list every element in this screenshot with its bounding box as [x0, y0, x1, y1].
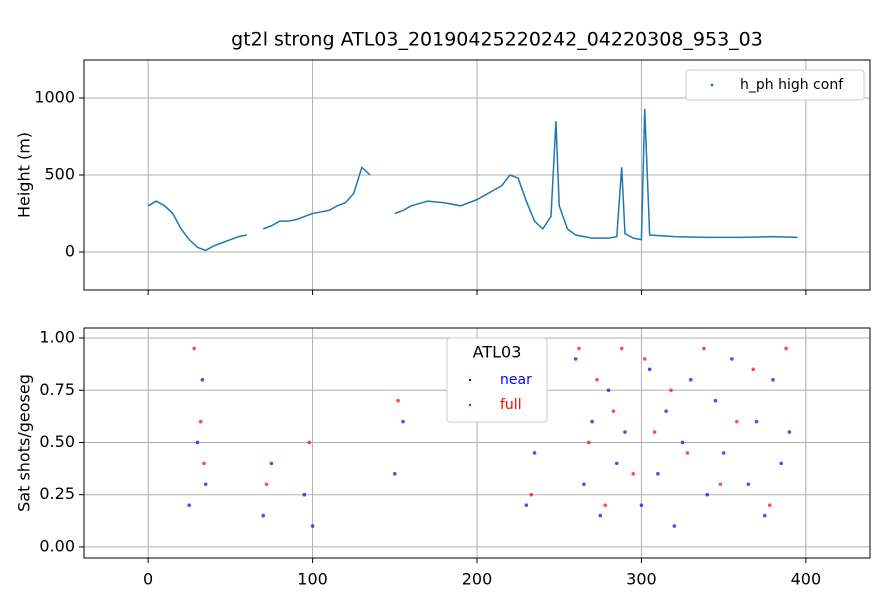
- point: [751, 367, 756, 372]
- point: [598, 513, 603, 518]
- y-axis-label: Height (m): [15, 132, 34, 218]
- legend-marker: [468, 403, 472, 407]
- point: [269, 461, 274, 466]
- legend-label: full: [500, 397, 522, 413]
- point: [202, 461, 206, 466]
- point: [735, 419, 739, 424]
- y-tick-label: 0.25: [39, 484, 75, 503]
- point: [302, 492, 307, 497]
- point: [721, 451, 726, 455]
- point: [582, 482, 586, 487]
- legend-box: [446, 337, 548, 423]
- point: [784, 346, 788, 351]
- point: [787, 430, 792, 434]
- point: [611, 409, 616, 413]
- axes-frame: [83, 327, 871, 559]
- point: [198, 419, 203, 424]
- point: [685, 451, 690, 455]
- y-tick-label: 0: [65, 241, 75, 260]
- point: [524, 503, 529, 507]
- point: [401, 419, 405, 424]
- legend: ATL03 near full: [446, 337, 548, 423]
- point: [187, 503, 192, 507]
- point: [603, 503, 608, 507]
- x-tick-label: 300: [626, 570, 657, 589]
- point: [680, 440, 685, 445]
- point: [203, 482, 208, 487]
- y-tick-label: 0.50: [39, 432, 75, 451]
- point: [396, 398, 400, 403]
- y-tick-label: 0.75: [39, 380, 75, 399]
- legend-marker: [468, 378, 472, 382]
- legend-box: [685, 69, 865, 101]
- point: [264, 482, 269, 487]
- point: [730, 357, 734, 361]
- point: [718, 482, 723, 487]
- point: [639, 503, 644, 507]
- point: [767, 503, 772, 507]
- point: [754, 419, 759, 424]
- point: [590, 419, 594, 424]
- point: [200, 378, 205, 382]
- point: [623, 430, 627, 434]
- point: [532, 451, 537, 455]
- point: [746, 482, 751, 487]
- point: [647, 367, 652, 372]
- point: [664, 409, 668, 413]
- point: [573, 357, 578, 361]
- x-tick-label: 400: [791, 570, 822, 589]
- point: [656, 472, 660, 476]
- point: [529, 492, 534, 497]
- point: [310, 524, 315, 528]
- x-tick-label: 0: [143, 570, 153, 589]
- legend-label: h_ph high conf: [740, 77, 844, 93]
- point: [587, 440, 591, 445]
- point: [705, 492, 710, 497]
- y-tick-label: 0.00: [39, 536, 75, 555]
- point: [642, 357, 647, 361]
- y-tick-label: 500: [44, 165, 75, 184]
- point: [606, 388, 611, 393]
- point: [762, 513, 767, 518]
- point: [631, 472, 636, 476]
- point: [702, 346, 706, 351]
- legend: h_ph high conf: [685, 69, 865, 101]
- x-tick-label: 100: [297, 570, 328, 589]
- axes-frame: [83, 59, 871, 291]
- point: [771, 378, 775, 382]
- height-line: [147, 108, 798, 252]
- point: [261, 513, 266, 518]
- point: [619, 346, 624, 351]
- y-tick-label: 1.00: [39, 328, 75, 347]
- y-tick-label: 1000: [34, 88, 75, 107]
- point: [652, 430, 657, 434]
- point: [779, 461, 784, 466]
- point: [307, 440, 312, 445]
- legend-title: ATL03: [473, 343, 522, 362]
- point: [713, 398, 718, 403]
- y-axis-label: Sat shots/geoseg: [15, 374, 34, 512]
- x-tick-label: 200: [462, 570, 493, 589]
- point: [614, 461, 619, 466]
- chart-title: gt2l strong ATL03_20190425220242_0422030…: [231, 29, 763, 51]
- point: [192, 346, 196, 351]
- legend-marker: [710, 83, 714, 87]
- point: [669, 388, 673, 393]
- point: [577, 346, 581, 351]
- point: [195, 440, 200, 445]
- legend-label: near: [500, 372, 532, 388]
- point: [595, 378, 599, 382]
- point: [688, 378, 693, 382]
- point: [392, 472, 397, 476]
- point: [672, 524, 677, 528]
